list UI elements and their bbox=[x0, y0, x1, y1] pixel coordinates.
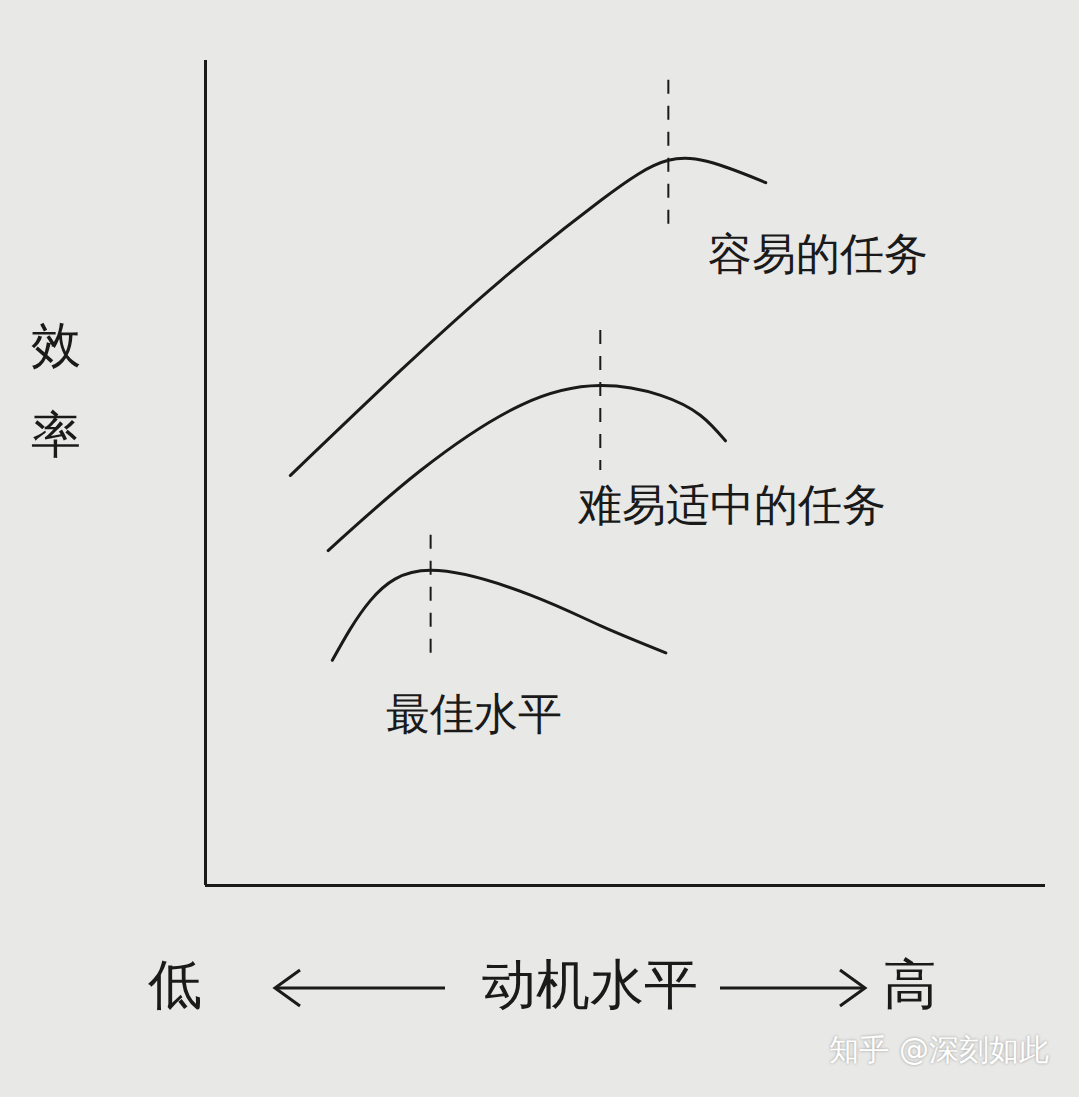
svg-text:最佳水平: 最佳水平 bbox=[386, 688, 562, 739]
svg-text:效率: 效率 bbox=[31, 316, 81, 464]
svg-text:高: 高 bbox=[883, 953, 937, 1016]
svg-text:低: 低 bbox=[148, 953, 202, 1016]
svg-text:难易适中的任务: 难易适中的任务 bbox=[577, 479, 886, 530]
svg-text:动机水平: 动机水平 bbox=[482, 953, 698, 1016]
html-text:知乎 @深刻如此: 知乎 @深刻如此 bbox=[829, 1032, 1049, 1067]
svg-text:容易的任务: 容易的任务 bbox=[708, 228, 928, 279]
